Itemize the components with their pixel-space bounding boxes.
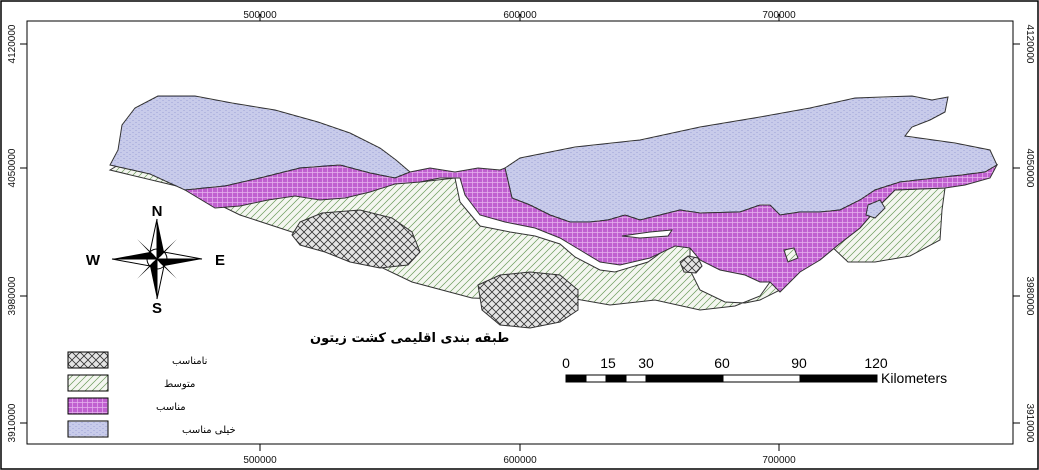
region-unsuitable-3 — [679, 255, 703, 274]
legend-label-moderate: متوسط — [164, 379, 195, 390]
compass-rose — [111, 218, 203, 300]
lake-patch-1 — [621, 229, 673, 239]
tick-marks — [20, 14, 1020, 451]
legend: طبقه بندی اقلیمی کشت زیتون نامناسب متوسط… — [67, 331, 509, 438]
scale-label-15: 15 — [600, 355, 616, 371]
x-tick-bottom-1: 500000 — [243, 455, 277, 466]
legend-title: طبقه بندی اقلیمی کشت زیتون — [310, 331, 509, 346]
y-tick-right-1: 4120000 — [1024, 25, 1035, 64]
y-tick-left-4: 3910000 — [7, 403, 18, 442]
region-unsuitable-1 — [291, 209, 421, 269]
compass-label-n: N — [152, 203, 163, 220]
legend-label-unsuitable: نامناسب — [172, 356, 207, 367]
y-tick-left-3: 3980000 — [7, 276, 18, 315]
scale-label-60: 60 — [714, 355, 730, 371]
legend-swatch-suitable — [67, 397, 109, 415]
y-tick-right-4: 3910000 — [1024, 404, 1035, 443]
scale-bar: 0 15 30 60 90 120 Kilometers — [562, 355, 947, 386]
scale-label-0: 0 — [562, 355, 570, 371]
y-tick-right-3: 3980000 — [1024, 277, 1035, 316]
scale-label-90: 90 — [791, 355, 807, 371]
legend-label-very-suitable: خیلی مناسب — [182, 425, 236, 436]
y-tick-right-2: 4050000 — [1024, 149, 1035, 188]
compass-label-e: E — [215, 252, 225, 269]
compass-label-w: W — [86, 252, 101, 269]
region-suitable — [183, 163, 999, 293]
y-tick-left-2: 4050000 — [7, 148, 18, 187]
lake-patch-3 — [865, 199, 886, 219]
scale-label-30: 30 — [638, 355, 654, 371]
y-tick-left-1: 4120000 — [7, 24, 18, 63]
legend-swatch-moderate — [67, 374, 109, 392]
x-tick-top-3: 700000 — [762, 10, 796, 21]
x-tick-top-1: 500000 — [243, 10, 277, 21]
x-tick-top-2: 600000 — [503, 10, 537, 21]
compass-needle-w — [112, 252, 157, 259]
x-tick-bottom-3: 700000 — [762, 455, 796, 466]
scale-label-120: 120 — [864, 355, 888, 371]
legend-swatch-unsuitable — [67, 351, 109, 369]
region-unsuitable-2 — [477, 271, 579, 329]
scale-unit: Kilometers — [881, 370, 947, 386]
legend-swatch-very-suitable — [67, 420, 109, 438]
compass-needle-e — [157, 259, 202, 266]
compass-label-s: S — [152, 300, 162, 317]
x-tick-bottom-2: 600000 — [503, 455, 537, 466]
legend-label-suitable: مناسب — [156, 402, 186, 413]
lake-patch-2 — [783, 247, 799, 263]
